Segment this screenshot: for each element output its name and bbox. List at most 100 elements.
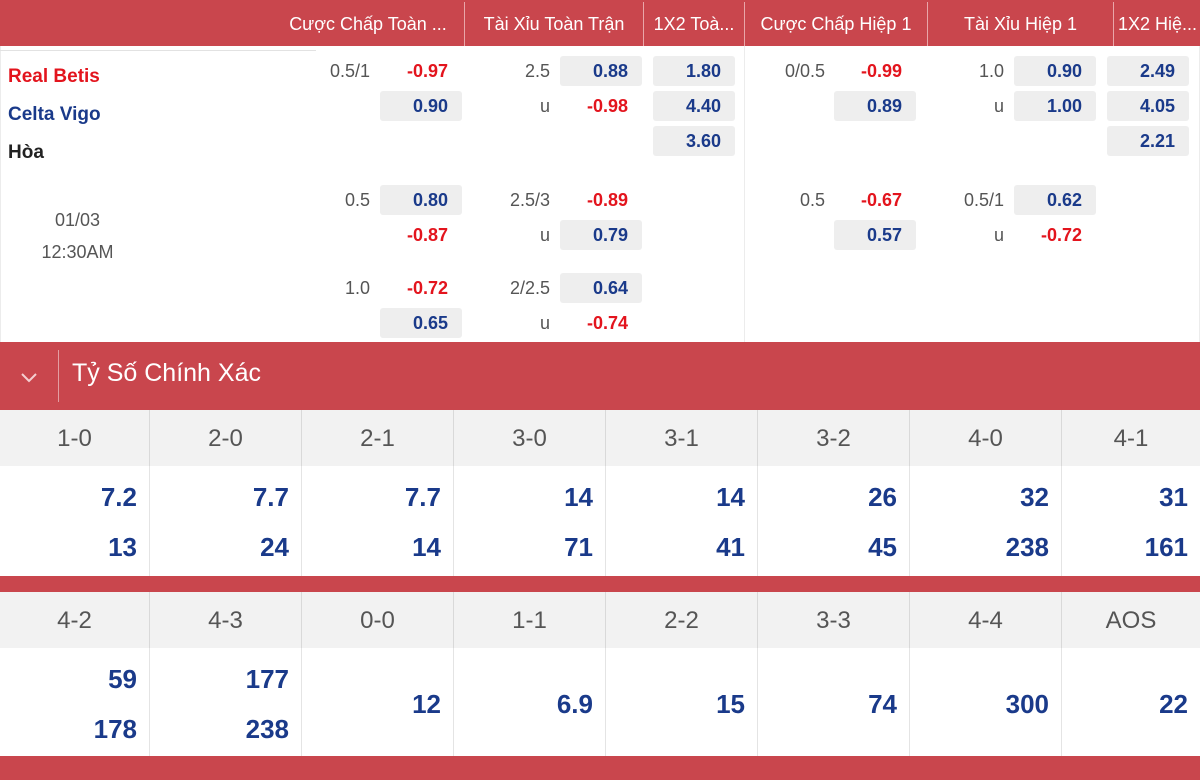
score-odds-cell: 15 <box>606 648 758 756</box>
h1-over-odd[interactable]: 0.90 <box>1014 56 1096 86</box>
ft-over-odd[interactable]: 0.88 <box>560 56 642 86</box>
score-odds-cell: 31 161 <box>1062 466 1200 576</box>
score-odds-cell: 6.9 <box>454 648 606 756</box>
ft-under-odd[interactable]: -0.98 <box>586 96 628 116</box>
score-odds-cell: 22 <box>1062 648 1200 756</box>
score-home-odd[interactable]: 26 <box>868 482 897 512</box>
exact-score-title: Tỷ Số Chính Xác <box>72 359 261 387</box>
score-odds-cell: 14 71 <box>454 466 606 576</box>
score-home-odd[interactable]: 7.2 <box>100 482 137 512</box>
ft-handicap-away-odd[interactable]: 0.90 <box>380 91 462 121</box>
h1-under-label: u <box>993 225 1004 245</box>
score-label: 4-0 <box>910 410 1062 466</box>
score-odds-cell: 59 178 <box>0 648 150 756</box>
score-away-odd[interactable]: 24 <box>260 532 289 562</box>
score-away-odd[interactable]: 178 <box>93 714 137 744</box>
score-home-odd[interactable]: 7.7 <box>404 482 441 512</box>
h1-under-label: u <box>993 96 1004 116</box>
h1-under-odd[interactable]: -0.72 <box>1040 225 1082 245</box>
score-odds-cell: 7.2 13 <box>0 466 150 576</box>
score-odd[interactable]: 15 <box>716 689 745 719</box>
h1-over-odd[interactable]: 0.62 <box>1014 185 1096 215</box>
score-odd[interactable]: 74 <box>868 689 897 719</box>
score-away-odd[interactable]: 14 <box>412 532 441 562</box>
score-odds-cell: 14 41 <box>606 466 758 576</box>
score-odds-cell: 12 <box>302 648 454 756</box>
score-away-odd[interactable]: 41 <box>716 532 745 562</box>
ft-handicap-home-odd[interactable]: -0.72 <box>406 278 448 298</box>
header-h1-handicap[interactable]: Cược Chấp Hiệp 1 <box>760 14 912 34</box>
h1-handicap-home-odd[interactable]: -0.67 <box>860 190 902 210</box>
h1-handicap-line: 0/0.5 <box>784 61 825 81</box>
score-label: 1-0 <box>0 410 150 466</box>
row-separator <box>0 576 1200 592</box>
score-odds-cell: 26 45 <box>758 466 910 576</box>
header-ft-handicap[interactable]: Cược Chấp Toàn ... <box>289 14 447 34</box>
ft-1x2-draw-odd[interactable]: 3.60 <box>653 126 735 156</box>
score-away-odd[interactable]: 71 <box>564 532 593 562</box>
odds-table: Real Betis Celta Vigo Hòa 01/03 12:30AM … <box>0 46 1200 342</box>
h1-handicap-away-odd[interactable]: 0.57 <box>834 220 916 250</box>
ft-over-odd[interactable]: 0.64 <box>560 273 642 303</box>
ft-under-label: u <box>539 96 550 116</box>
score-home-odd[interactable]: 14 <box>716 482 745 512</box>
exact-score-header[interactable]: Tỷ Số Chính Xác <box>0 342 1200 410</box>
score-odd[interactable]: 300 <box>1005 689 1049 719</box>
header-divider <box>927 2 928 46</box>
score-home-odd[interactable]: 177 <box>245 664 289 694</box>
ft-under-label: u <box>539 225 550 245</box>
chevron-down-icon[interactable] <box>0 342 58 410</box>
h1-handicap-line: 0.5 <box>799 190 825 210</box>
score-away-odd[interactable]: 238 <box>1005 532 1049 562</box>
score-odd[interactable]: 12 <box>412 689 441 719</box>
score-home-odd[interactable]: 32 <box>1020 482 1049 512</box>
h1-1x2-draw-odd[interactable]: 2.21 <box>1107 126 1189 156</box>
score-odds-cell: 7.7 14 <box>302 466 454 576</box>
ft-ou-line: 2.5/3 <box>509 190 550 210</box>
h1-1x2-home-odd[interactable]: 2.49 <box>1107 56 1189 86</box>
chevron-down-icon-glyph <box>21 373 37 383</box>
score-label: 3-0 <box>454 410 606 466</box>
ft-under-odd[interactable]: -0.74 <box>586 313 628 333</box>
header-h1-1x2[interactable]: 1X2 Hiệ... <box>1118 14 1198 34</box>
header-divider <box>643 2 644 46</box>
ft-under-label: u <box>539 313 550 333</box>
score-label: 4-2 <box>0 592 150 648</box>
score-home-odd[interactable]: 14 <box>564 482 593 512</box>
ft-handicap-away-odd[interactable]: -0.87 <box>406 225 448 245</box>
score-away-odd[interactable]: 161 <box>1144 532 1188 562</box>
score-home-odd[interactable]: 31 <box>1159 482 1188 512</box>
ft-1x2-home-odd[interactable]: 1.80 <box>653 56 735 86</box>
ft-under-odd[interactable]: 0.79 <box>560 220 642 250</box>
ft-handicap-home-odd[interactable]: 0.80 <box>380 185 462 215</box>
score-away-odd[interactable]: 238 <box>245 714 289 744</box>
score-odd[interactable]: 22 <box>1159 689 1188 719</box>
score-home-odd[interactable]: 59 <box>108 664 137 694</box>
ft-handicap-away-odd[interactable]: 0.65 <box>380 308 462 338</box>
header-ft-over-under[interactable]: Tài Xỉu Toàn Trận <box>483 14 625 34</box>
team-home: Real Betis <box>8 66 100 87</box>
score-odds-cell: 7.7 24 <box>150 466 302 576</box>
ft-handicap-line: 0.5/1 <box>329 61 370 81</box>
draw-label: Hòa <box>8 142 44 163</box>
score-odds-cell: 177 238 <box>150 648 302 756</box>
h1-1x2-away-odd[interactable]: 4.05 <box>1107 91 1189 121</box>
h1-handicap-home-odd[interactable]: -0.99 <box>860 61 902 81</box>
ft-over-odd[interactable]: -0.89 <box>586 190 628 210</box>
ft-handicap-line: 1.0 <box>344 278 370 298</box>
score-label: 2-2 <box>606 592 758 648</box>
header-divider <box>1113 2 1114 46</box>
score-odd[interactable]: 6.9 <box>556 689 593 719</box>
header-ft-1x2[interactable]: 1X2 Toà... <box>653 14 735 34</box>
h1-under-odd[interactable]: 1.00 <box>1014 91 1096 121</box>
team-away: Celta Vigo <box>8 104 101 125</box>
score-home-odd[interactable]: 7.7 <box>252 482 289 512</box>
header-divider <box>464 2 465 46</box>
header-h1-over-under[interactable]: Tài Xỉu Hiệp 1 <box>963 14 1078 34</box>
h1-handicap-away-odd[interactable]: 0.89 <box>834 91 916 121</box>
score-away-odd[interactable]: 45 <box>868 532 897 562</box>
ft-1x2-away-odd[interactable]: 4.40 <box>653 91 735 121</box>
score-label: 3-1 <box>606 410 758 466</box>
score-away-odd[interactable]: 13 <box>108 532 137 562</box>
ft-handicap-home-odd[interactable]: -0.97 <box>406 61 448 81</box>
